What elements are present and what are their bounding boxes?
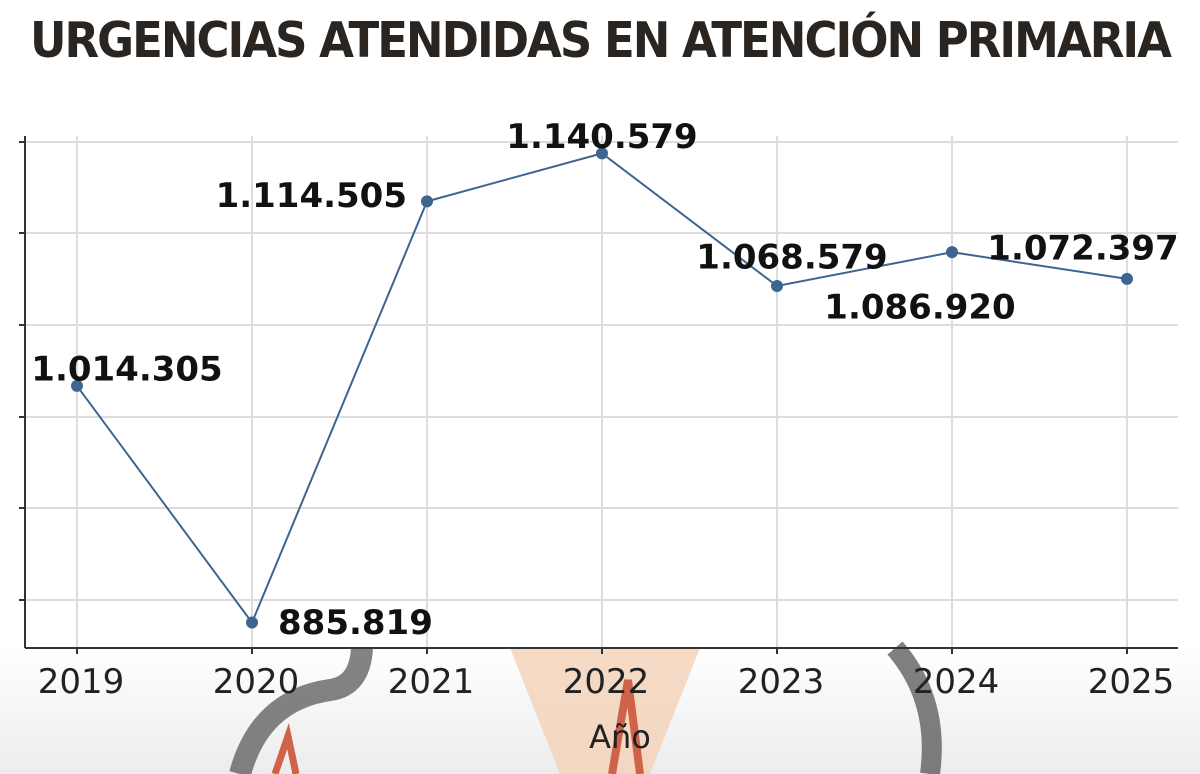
x-tick-label-2021: 2021 bbox=[388, 662, 475, 702]
data-label-2024: 1.086.920 bbox=[824, 288, 1015, 328]
data-point-2025 bbox=[1121, 272, 1133, 285]
data-point-2023 bbox=[771, 279, 783, 292]
background-photo bbox=[0, 641, 1200, 774]
data-label-2023: 1.068.579 bbox=[696, 237, 887, 277]
chart-title: URGENCIAS ATENDIDAS EN ATENCIÓN PRIMARIA bbox=[29, 11, 1172, 70]
x-tick-label-2022: 2022 bbox=[563, 662, 650, 702]
data-label-2022: 1.140.579 bbox=[506, 117, 697, 157]
x-tick-label-2024: 2024 bbox=[913, 662, 1000, 702]
data-point-2021 bbox=[421, 195, 433, 208]
x-tick-label-2025: 2025 bbox=[1088, 662, 1175, 702]
data-label-2025: 1.072.397 bbox=[987, 228, 1178, 268]
data-label-2021: 1.114.505 bbox=[216, 176, 407, 216]
x-tick-label-2020: 2020 bbox=[213, 662, 300, 702]
data-point-2022 bbox=[596, 147, 608, 160]
data-point-2024 bbox=[946, 246, 958, 259]
data-label-2020: 885.819 bbox=[278, 603, 433, 643]
x-axis-label: Año bbox=[589, 718, 651, 756]
data-label-2019: 1.014.305 bbox=[31, 349, 222, 389]
data-point-2019 bbox=[71, 379, 83, 392]
data-point-2020 bbox=[246, 616, 258, 629]
x-tick-label-2019: 2019 bbox=[38, 662, 125, 702]
x-tick-label-2023: 2023 bbox=[738, 662, 825, 702]
